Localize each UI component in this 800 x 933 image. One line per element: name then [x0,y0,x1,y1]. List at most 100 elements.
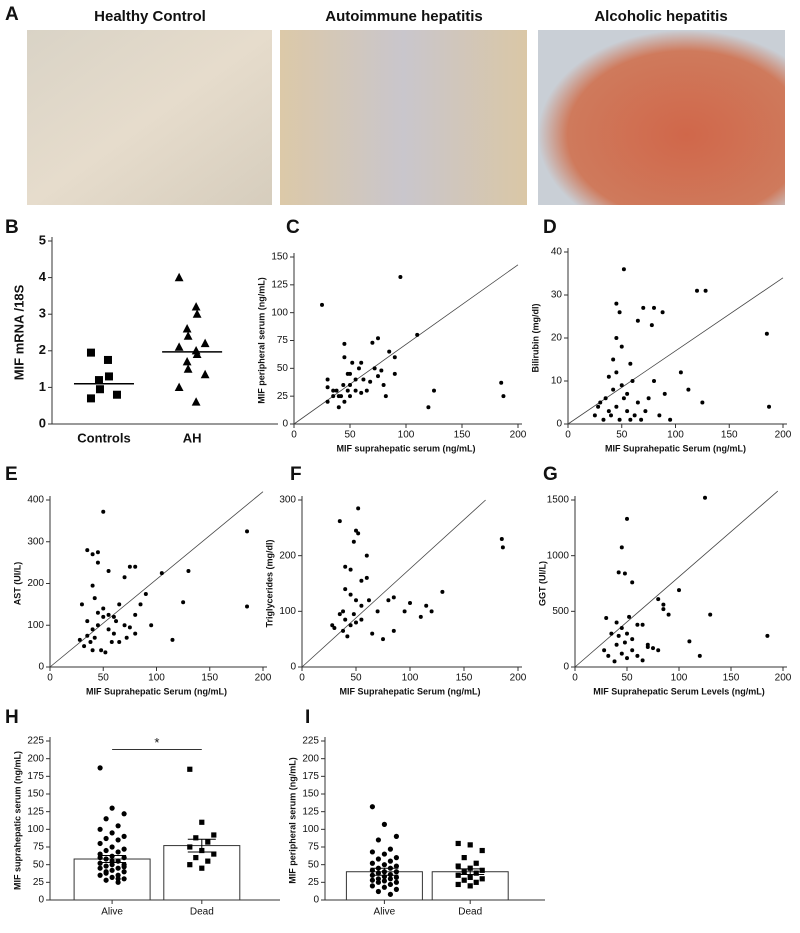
y-axis-label: GGT (UI/L) [537,561,547,606]
data-point [628,417,633,422]
y-tick-label: 125 [302,806,319,817]
x-tick-label: 150 [456,673,473,684]
data-point [376,336,380,341]
data-point [79,602,84,607]
data-point [192,309,202,318]
data-point [191,302,201,311]
y-tick-label: 0 [39,415,46,430]
data-point [686,387,691,392]
data-point [95,385,104,394]
data-point [622,571,627,576]
data-point [90,627,95,632]
data-point [393,863,399,869]
data-point [695,288,699,293]
reference-line [301,499,486,668]
data-point [97,872,103,878]
data-point [611,387,616,392]
data-point [117,602,122,607]
bar [163,845,241,901]
data-point [619,626,624,631]
data-point [359,603,364,608]
data-point [640,658,645,663]
data-point [703,288,708,293]
data-point [649,323,654,328]
y-tick-label: 10 [551,376,563,387]
data-point [85,633,90,638]
data-point [336,405,341,410]
data-point [621,396,626,401]
data-point [103,847,109,854]
data-point [199,865,205,871]
data-point [381,878,387,884]
data-point [387,871,393,878]
histology-image [538,30,785,205]
data-point [369,849,375,855]
data-point [381,869,387,875]
y-tick-label: 100 [27,824,44,835]
panel-letter: E [5,464,18,485]
data-point [619,344,624,349]
data-point [619,383,624,388]
x-tick-label: 200 [510,673,527,684]
data-point [366,598,371,603]
data-point [621,267,626,272]
y-tick-label: 225 [27,736,44,747]
data-point [192,349,202,359]
panel-letter: C [286,217,300,238]
image-title: Healthy Control [94,8,206,25]
data-point [348,592,353,597]
data-point [342,399,347,404]
x-tick-label: 100 [398,430,415,441]
data-point [109,844,115,850]
panel-letter: G [543,464,558,485]
data-point [109,830,115,836]
data-point [359,617,364,622]
x-tick-label: 0 [47,673,53,684]
data-point [387,865,393,871]
data-point [639,417,644,422]
data-point [641,305,646,310]
data-point [359,578,364,583]
data-point [614,301,619,306]
data-point [614,620,619,625]
data-point [341,609,346,614]
data-point [112,390,121,399]
data-point [479,867,485,873]
data-point [369,860,375,866]
data-point [393,855,399,861]
x-tick-label: Controls [77,430,130,445]
data-point [331,394,336,399]
data-point [612,659,617,664]
image-title: Alcoholic hepatitis [594,8,727,25]
data-point [121,864,127,870]
y-tick-label: 20 [551,333,563,344]
x-tick-label: 0 [572,673,578,684]
data-point [393,869,399,875]
y-tick-label: 75 [308,842,320,853]
data-point [455,840,461,847]
data-point [332,626,337,631]
x-tick-label: 0 [565,430,571,441]
data-point [174,272,184,282]
x-tick-label: 100 [667,430,684,441]
data-point [97,860,103,866]
data-point [372,366,377,371]
y-tick-label: 25 [308,877,320,888]
data-point [88,639,93,644]
data-point [191,397,201,406]
data-point [461,855,467,861]
data-point [348,371,352,376]
data-point [115,849,121,855]
x-tick-label: 100 [402,673,419,684]
data-point [245,604,250,609]
x-tick-label: 150 [721,430,738,441]
data-point [353,388,358,393]
x-tick-label: 0 [299,673,305,684]
data-point [109,867,115,873]
data-point [353,377,358,382]
data-point [381,874,387,880]
data-point [393,833,399,840]
data-point [121,811,127,817]
data-point [342,355,347,360]
panel-letter: I [305,707,310,728]
